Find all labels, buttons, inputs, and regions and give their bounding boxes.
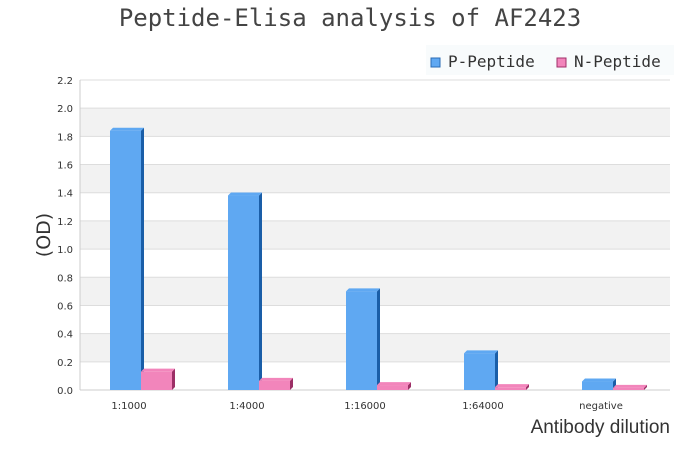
bar-n-peptide-3 — [495, 387, 526, 390]
y-tick-label: 1.4 — [57, 189, 73, 200]
grid-band — [80, 164, 670, 193]
grid-band — [80, 80, 670, 109]
grid-band — [80, 220, 670, 250]
y-tick-label: 0.6 — [57, 301, 73, 312]
bar-top — [110, 127, 144, 131]
bar-n-peptide-0 — [141, 371, 172, 390]
bar-top — [495, 384, 529, 388]
legend-swatch-n — [556, 57, 567, 68]
chart-title: Peptide-Elisa analysis of AF2423 — [119, 4, 581, 32]
y-tick-label: 2.2 — [57, 76, 73, 87]
x-tick-label: negative — [579, 401, 623, 412]
bar-p-peptide-4 — [582, 381, 613, 390]
bar-top — [141, 368, 175, 372]
grid-band — [80, 136, 670, 165]
y-tick-label: 1.6 — [57, 161, 73, 172]
bar-p-peptide-1 — [228, 195, 259, 390]
bar-top — [259, 377, 293, 381]
bar-top — [613, 384, 647, 388]
legend-label-n: N-Peptide — [574, 52, 661, 71]
y-tick-label: 0.4 — [57, 330, 73, 341]
bar-side — [495, 350, 498, 390]
bar-side — [259, 192, 262, 390]
bar-p-peptide-2 — [346, 291, 377, 390]
bar-side — [644, 384, 647, 390]
bar-side — [526, 384, 529, 390]
x-axis-label: Antibody dilution — [531, 417, 670, 438]
bar-top — [228, 192, 262, 196]
x-tick-label: 1:16000 — [344, 401, 386, 412]
bar-top — [464, 350, 498, 354]
bar-side — [290, 377, 293, 390]
bar-top — [582, 378, 616, 382]
bar-side — [172, 368, 175, 390]
bar-top — [377, 382, 411, 386]
bar-side — [408, 382, 411, 390]
x-tick-label: 1:1000 — [111, 401, 146, 412]
y-axis-label: (OD) — [33, 213, 55, 257]
legend-label-p: P-Peptide — [448, 52, 535, 71]
legend-swatch-p — [430, 57, 441, 68]
bar-n-peptide-2 — [377, 385, 408, 390]
grid-band — [80, 249, 670, 278]
bar-n-peptide-1 — [259, 380, 290, 390]
y-tick-label: 1.2 — [57, 217, 73, 228]
bar-n-peptide-4 — [613, 387, 644, 390]
x-tick-label: 1:64000 — [462, 401, 504, 412]
grid-band — [80, 192, 670, 221]
y-tick-label: 0.8 — [57, 273, 73, 284]
bar-side — [141, 127, 144, 391]
bar-side — [377, 288, 380, 390]
y-tick-label: 1.8 — [57, 132, 73, 143]
bar-p-peptide-3 — [464, 353, 495, 390]
y-tick-label: 0.2 — [57, 358, 73, 369]
bar-p-peptide-0 — [110, 130, 141, 390]
legend: P-Peptide N-Peptide — [426, 45, 674, 75]
bar-top — [346, 288, 380, 292]
y-tick-label: 1.0 — [57, 245, 73, 256]
y-tick-label: 2.0 — [57, 104, 73, 115]
y-tick-label: 0.0 — [57, 386, 73, 397]
grid-band — [80, 108, 670, 137]
x-tick-label: 1:4000 — [229, 401, 264, 412]
